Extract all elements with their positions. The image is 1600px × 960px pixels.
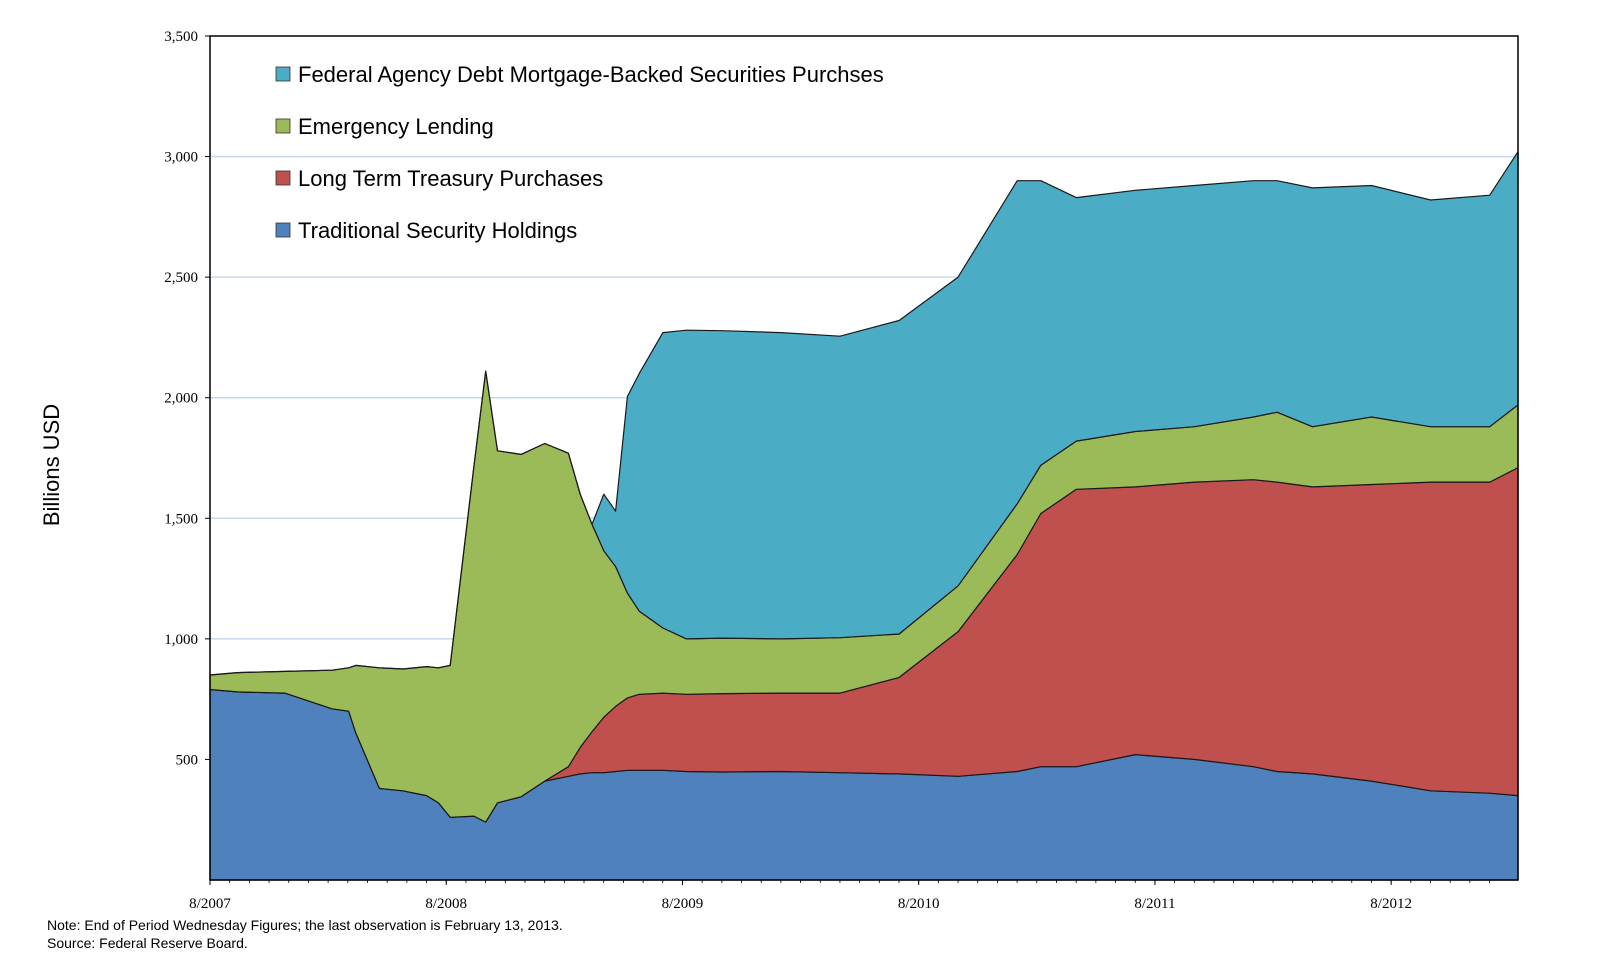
x-tick-label: 8/2010: [898, 896, 940, 912]
y-tick-label: 2,000: [164, 391, 198, 407]
area-series: [209, 151, 1519, 881]
plot-frame: [209, 35, 1519, 881]
legend-label: Federal Agency Debt Mortgage-Backed Secu…: [298, 62, 884, 87]
footnote-note: Note: End of Period Wednesday Figures; t…: [47, 917, 563, 933]
x-tick-label: 8/2007: [189, 896, 231, 912]
y-tick-label: 1,500: [164, 511, 198, 527]
y-axis-label: Billions USD: [39, 404, 64, 526]
legend-label: Traditional Security Holdings: [298, 218, 577, 243]
x-tick-label: 8/2011: [1134, 896, 1175, 912]
legend-swatch: [275, 66, 291, 82]
x-tick-label: 8/2012: [1370, 896, 1412, 912]
y-tick-label: 3,000: [164, 150, 198, 166]
footnote-source: Source: Federal Reserve Board.: [47, 935, 248, 951]
x-tick-label: 8/2008: [425, 896, 467, 912]
y-tick-label: 3,500: [164, 29, 198, 45]
legend-label: Long Term Treasury Purchases: [298, 166, 603, 191]
legend-swatch: [275, 222, 291, 238]
legend-swatch: [275, 170, 291, 186]
y-tick-label: 500: [176, 752, 199, 768]
y-tick-label: 2,500: [164, 270, 198, 286]
legend-label: Emergency Lending: [298, 114, 494, 139]
axis-ticks: 500 1,000 1,500 2,000 2,500 3,000 3,500 8/2007 8…: [164, 29, 1490, 912]
y-tick-label: 1,000: [164, 632, 198, 648]
legend: Federal Agency Debt Mortgage-Backed Secu…: [275, 62, 884, 243]
x-tick-label: 8/2009: [662, 896, 704, 912]
legend-swatch: [275, 118, 291, 134]
